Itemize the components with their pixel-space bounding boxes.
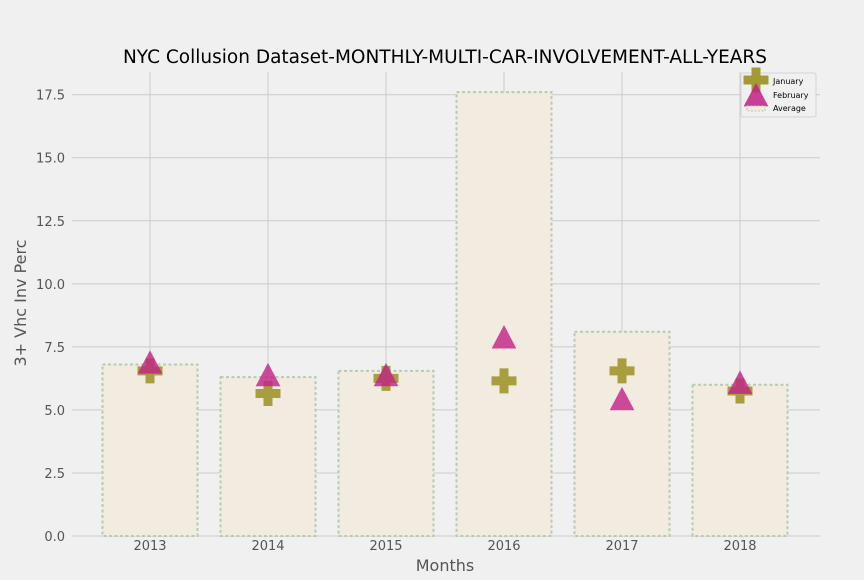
- february-marker: [373, 362, 399, 387]
- y-tick-label: 10.0: [36, 278, 65, 293]
- february-marker: [609, 386, 635, 411]
- x-tick-label: 2016: [487, 539, 520, 554]
- y-tick-label: 12.5: [36, 215, 65, 230]
- y-tick-label: 5.0: [44, 404, 65, 419]
- january-marker: [491, 368, 517, 394]
- y-axis-label: 3+ Vhc Inv Perc: [11, 240, 30, 367]
- legend: January February Average: [740, 67, 817, 118]
- x-tick-label: 2018: [723, 539, 756, 554]
- january-marker: [609, 358, 635, 384]
- y-tick-label: 17.5: [36, 89, 65, 104]
- x-tick-label: 2015: [369, 539, 402, 554]
- y-tick-label: 2.5: [44, 467, 65, 482]
- y-tick-labels: 0.0 2.5 5.0 7.5 10.0 12.5 15.0 17.5: [36, 89, 65, 545]
- february-marker: [491, 325, 517, 349]
- february-marker: [255, 362, 281, 387]
- x-axis-label: Months: [416, 556, 474, 575]
- average-bar: [691, 383, 789, 537]
- x-tick-label: 2014: [251, 539, 284, 554]
- legend-average-label: Average: [773, 104, 806, 113]
- x-tick-label: 2013: [133, 539, 166, 554]
- january-marker: [255, 381, 281, 407]
- average-bar: [455, 91, 553, 537]
- legend-january-marker: [743, 67, 769, 93]
- x-tick-labels: 2013 2014 2015 2016 2017 2018: [133, 539, 756, 554]
- february-marker: [137, 350, 163, 374]
- y-tick-label: 15.0: [36, 152, 65, 167]
- legend-january-label: January: [772, 77, 804, 86]
- y-tick-label: 7.5: [44, 341, 65, 356]
- legend-february-marker: [743, 83, 769, 107]
- x-tick-label: 2017: [605, 539, 638, 554]
- chart-title: NYC Collusion Dataset-MONTHLY-MULTI-CAR-…: [123, 47, 767, 68]
- february-marker: [727, 370, 753, 394]
- average-bar: [337, 369, 435, 537]
- y-tick-label: 0.0: [44, 530, 65, 545]
- average-bar: [101, 363, 199, 537]
- legend-february-label: February: [773, 91, 809, 100]
- legend-average-swatch: [746, 105, 766, 112]
- markers: [137, 325, 753, 411]
